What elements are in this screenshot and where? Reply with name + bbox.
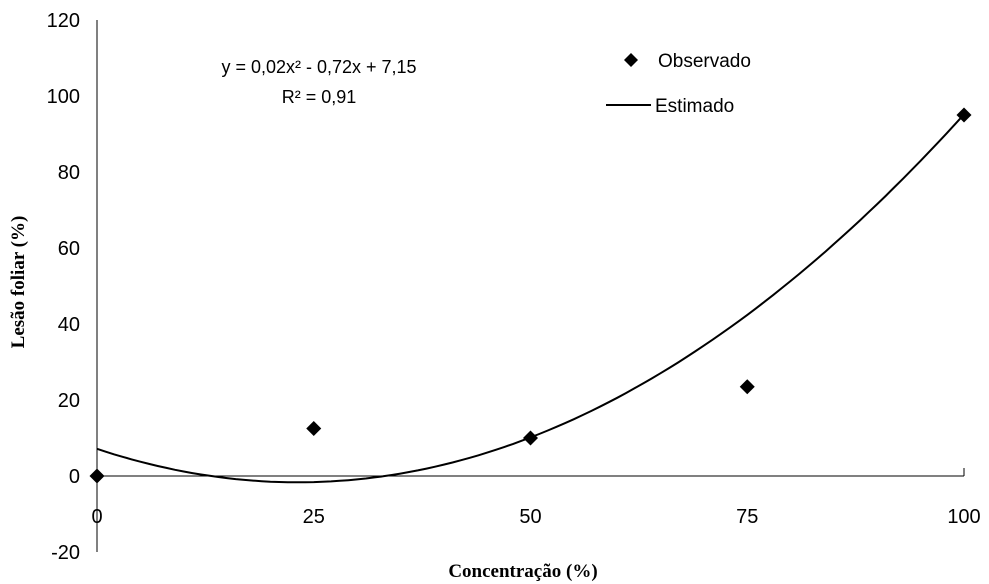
legend-label-estimated: Estimado [655,96,734,117]
estimated-curve [96,113,965,484]
y-tick-label: 100 [47,86,80,108]
r-squared-label: R² = 0,91 [282,87,357,107]
legend-label-observed: Observado [658,51,751,72]
y-axis-title: Lesão foliar (%) [8,216,29,349]
regression-equation: y = 0,02x² - 0,72x + 7,15 [221,57,416,77]
observed-point [89,468,105,484]
axes [96,20,965,552]
x-tick-label: 50 [519,506,541,528]
y-tick-label: 120 [47,10,80,32]
y-tick-label: 80 [58,162,80,184]
x-tick-label: 25 [303,506,325,528]
y-tick-label: -20 [51,542,80,564]
observed-point [739,379,755,395]
y-tick-label: 20 [58,390,80,412]
x-tick-label: 0 [91,506,102,528]
legend-diamond-icon [624,53,638,67]
y-tick-label: 0 [69,466,80,488]
estimated-series [96,113,965,484]
x-tick-label: 75 [736,506,758,528]
observed-point [956,107,972,123]
observed-point [523,430,538,446]
observed-series [89,107,972,484]
x-axis-title: Concentração (%) [448,561,597,582]
y-tick-label: 40 [58,314,80,336]
observed-point [306,421,322,436]
legend: Observado Estimado [606,51,751,117]
y-tick-label: 60 [58,238,80,260]
x-tick-label: 100 [947,506,980,528]
tick-labels: 120 100 80 60 40 20 0 -20 0 25 50 75 100 [47,10,981,564]
